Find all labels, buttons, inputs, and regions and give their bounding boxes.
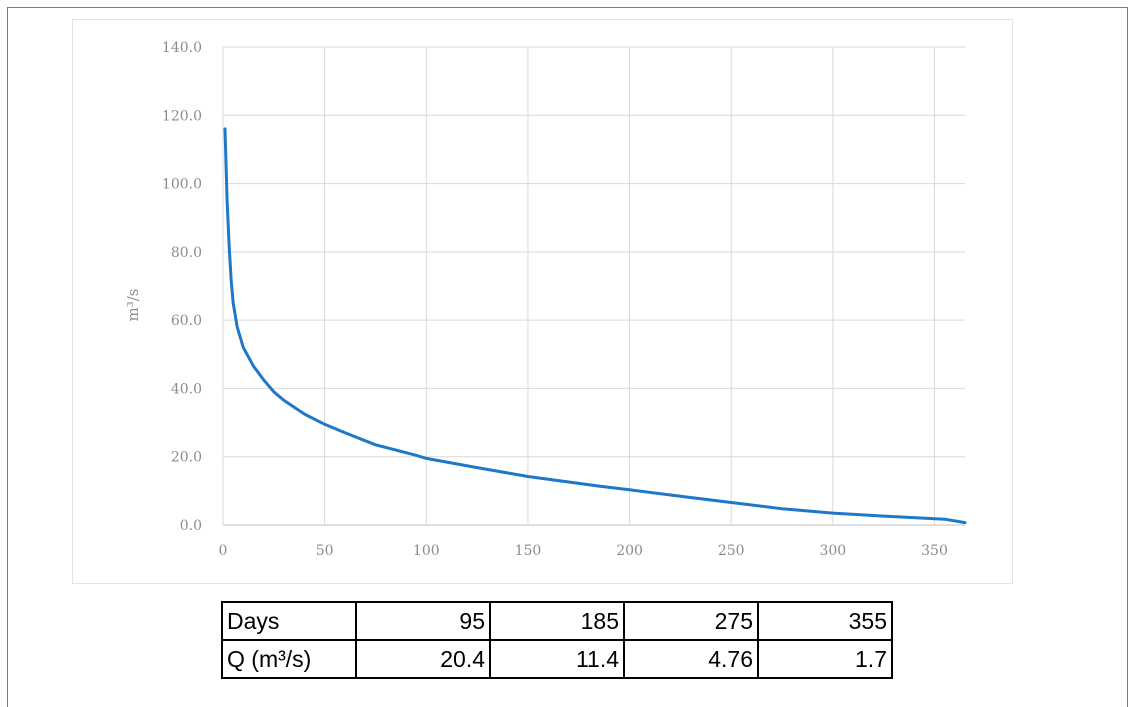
x-tick-label: 250 — [718, 543, 745, 559]
grid-layer — [222, 46, 965, 526]
page-frame — [7, 7, 1128, 707]
series-line — [223, 127, 967, 525]
x-tick-label: 300 — [819, 543, 846, 559]
y-tick-label: 20.0 — [171, 450, 202, 466]
y-tick-label: 0.0 — [180, 518, 202, 534]
table-header-q: Q (m³/s) — [221, 639, 357, 679]
y-tick-label: 100.0 — [162, 177, 202, 193]
table-cell: 11.4 — [489, 639, 625, 679]
x-tick-label: 150 — [515, 543, 542, 559]
x-tick-label: 50 — [316, 543, 334, 559]
chart-area: 0.0 20.0 40.0 60.0 80.0 100.0 120.0 140.0 0 50 10… — [72, 19, 1013, 584]
y-tick-label: 140.0 — [162, 40, 202, 56]
y-tick-labels: 0.0 20.0 40.0 60.0 80.0 100.0 120.0 140.0 — [162, 40, 202, 534]
table-row-q: Q (m³/s) 20.4 11.4 4.76 1.7 — [221, 639, 893, 679]
x-tick-label: 100 — [413, 543, 440, 559]
table-row-days: Days 95 185 275 355 — [221, 601, 893, 641]
y-tick-label: 80.0 — [171, 245, 202, 261]
x-tick-label: 350 — [921, 543, 948, 559]
data-table: Days 95 185 275 355 Q (m³/s) 20.4 11.4 4… — [221, 601, 893, 679]
y-tick-label: 60.0 — [171, 313, 202, 329]
table-cell: 185 — [489, 601, 625, 641]
x-tick-label: 0 — [219, 543, 228, 559]
table-cell: 1.7 — [757, 639, 893, 679]
table-header-days: Days — [221, 601, 357, 641]
table-cell: 355 — [757, 601, 893, 641]
flow-duration-chart: 0.0 20.0 40.0 60.0 80.0 100.0 120.0 140.0 0 50 10… — [124, 40, 967, 559]
table-cell: 4.76 — [623, 639, 759, 679]
x-tick-label: 200 — [616, 543, 643, 559]
x-tick-labels: 0 50 100 150 200 250 300 350 — [219, 543, 948, 559]
table-cell: 275 — [623, 601, 759, 641]
table-cell: 20.4 — [355, 639, 491, 679]
y-tick-label: 40.0 — [171, 381, 202, 397]
y-tick-label: 120.0 — [162, 108, 202, 124]
series-layer — [223, 127, 967, 525]
y-axis-title: m³/s — [124, 289, 142, 322]
table-cell: 95 — [355, 601, 491, 641]
